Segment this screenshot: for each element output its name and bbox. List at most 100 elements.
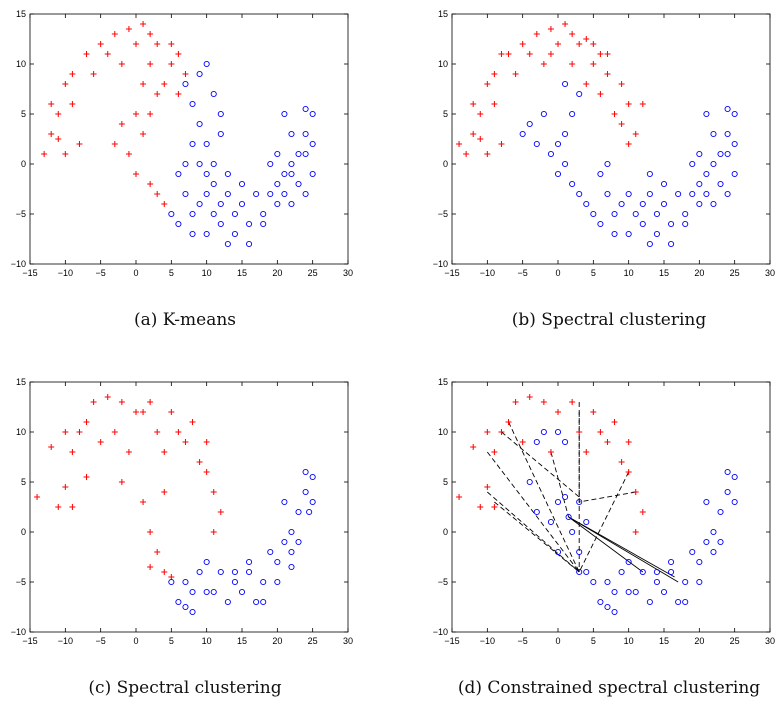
- plus-point: [498, 141, 505, 147]
- circle-point: [210, 588, 217, 596]
- circle-point: [724, 130, 731, 138]
- circle-point: [288, 563, 295, 571]
- circle-point: [210, 210, 217, 218]
- circle-point: [554, 170, 562, 178]
- circle-point: [203, 190, 210, 198]
- circle-point: [246, 558, 253, 566]
- circle-point: [576, 498, 583, 506]
- circle-point: [668, 220, 675, 228]
- circle-point: [288, 200, 295, 208]
- y-tick-label: −5: [438, 577, 448, 587]
- circle-point: [710, 548, 717, 556]
- circle-point: [554, 548, 562, 556]
- plus-point: [147, 399, 154, 405]
- circle-point: [224, 240, 231, 248]
- plus-point: [196, 459, 203, 465]
- circle-point: [196, 200, 203, 208]
- plus-point: [505, 419, 512, 425]
- plus-point: [583, 81, 590, 87]
- y-tick-label: −10: [11, 627, 26, 637]
- plus-point: [625, 469, 632, 475]
- circle-point: [689, 190, 696, 198]
- circle-point: [562, 493, 569, 501]
- axes-box: [451, 13, 771, 265]
- circle-point: [689, 548, 696, 556]
- circle-point: [182, 190, 189, 198]
- x-tick-label: 5: [169, 268, 174, 278]
- circle-point: [639, 568, 646, 576]
- plus-point: [175, 51, 182, 57]
- circle-point: [295, 538, 302, 546]
- circle-point: [668, 240, 675, 248]
- x-tick-label: 5: [591, 268, 596, 278]
- circle-point: [731, 110, 738, 118]
- circle-point: [238, 180, 246, 188]
- y-tick-label: 5: [443, 109, 448, 119]
- plus-point: [547, 51, 554, 57]
- circle-point: [274, 200, 281, 208]
- circle-point: [653, 230, 660, 238]
- plus-point: [69, 449, 76, 455]
- circle-point: [625, 558, 632, 566]
- plus-point: [147, 111, 154, 117]
- x-tick-label: −15: [444, 268, 459, 278]
- x-tick-label: −10: [58, 636, 73, 646]
- plus-point: [470, 101, 477, 107]
- x-tick-label: −5: [518, 268, 528, 278]
- circle-point: [576, 568, 583, 576]
- circle-point: [696, 200, 703, 208]
- plus-point: [555, 409, 561, 415]
- y-tick-label: −10: [433, 627, 448, 637]
- plus-point: [147, 529, 154, 535]
- y-tick-label: 5: [21, 477, 26, 487]
- circle-point: [590, 210, 597, 218]
- circle-point: [288, 130, 295, 138]
- y-tick-label: 15: [16, 9, 26, 19]
- y-tick-label: 10: [16, 427, 26, 437]
- plus-point: [519, 41, 526, 47]
- circle-point: [639, 200, 646, 208]
- x-tick-label: 0: [133, 636, 138, 646]
- plus-point: [491, 71, 498, 77]
- x-tick-label: 20: [694, 268, 704, 278]
- circle-point: [210, 90, 217, 98]
- circle-point: [203, 140, 210, 148]
- plus-point: [583, 36, 590, 42]
- circle-point: [231, 578, 238, 586]
- circle-point: [562, 438, 569, 446]
- x-tick-label: 10: [624, 636, 634, 646]
- plus-point: [125, 26, 132, 32]
- circle-point: [696, 558, 703, 566]
- must-link-line: [568, 516, 644, 573]
- plus-point: [104, 394, 111, 400]
- y-tick-label: 10: [438, 59, 448, 69]
- circle-point: [168, 578, 175, 586]
- y-tick-label: 15: [16, 377, 26, 387]
- plus-point: [210, 489, 217, 495]
- plus-point: [76, 141, 83, 147]
- plus-point: [625, 101, 632, 107]
- plus-point: [519, 439, 526, 445]
- circle-point: [309, 498, 316, 506]
- circle-point: [724, 190, 731, 198]
- circle-point: [660, 180, 668, 188]
- plus-point: [463, 151, 470, 157]
- plus-point: [48, 101, 55, 107]
- cannot-link-line: [508, 421, 580, 573]
- plus-point: [590, 41, 597, 47]
- circle-point: [246, 240, 253, 248]
- x-tick-label: 25: [308, 636, 318, 646]
- circle-point: [660, 200, 668, 208]
- plus-point: [604, 439, 611, 445]
- caption-c: (c) Spectral clustering: [88, 678, 282, 698]
- circle-point: [625, 588, 632, 596]
- circle-point: [309, 473, 316, 481]
- circle-point: [175, 170, 182, 178]
- plus-point: [576, 429, 583, 435]
- circle-point: [625, 230, 632, 238]
- plus-point: [140, 81, 147, 87]
- cannot-link-line: [486, 451, 580, 573]
- circle-point: [540, 110, 547, 118]
- circle-point: [519, 130, 526, 138]
